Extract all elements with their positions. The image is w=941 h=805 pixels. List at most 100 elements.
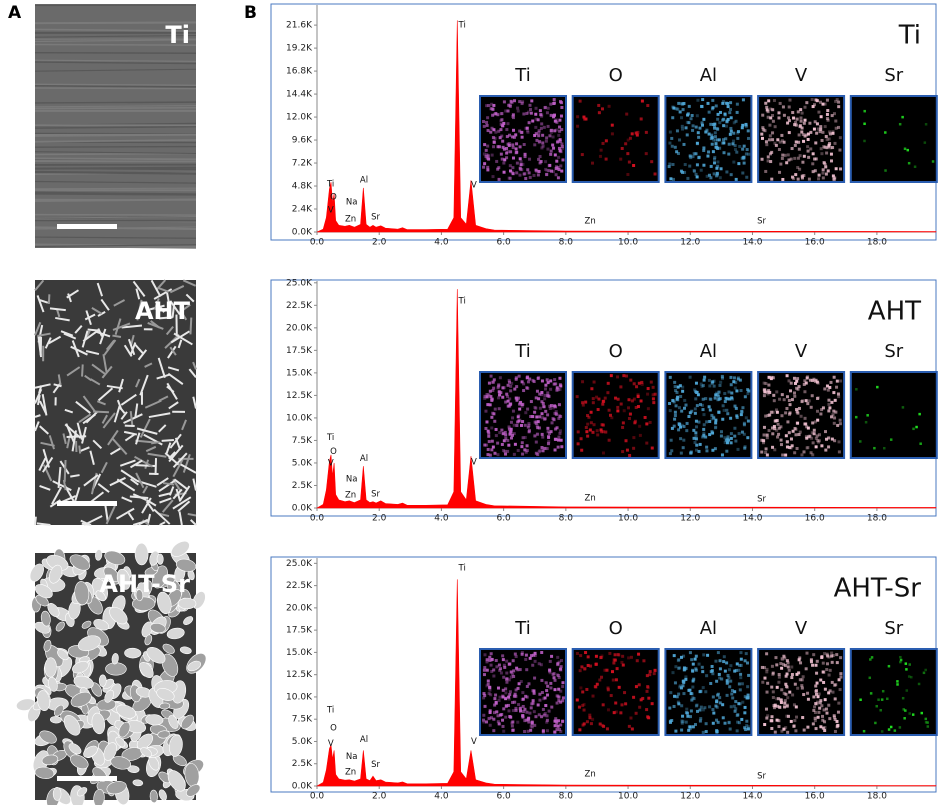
- texture: [116, 478, 136, 492]
- map-pixel: [675, 150, 679, 154]
- map-pixel: [733, 434, 737, 438]
- map-pixel: [545, 168, 549, 172]
- map-pixel: [802, 154, 806, 158]
- map-pixel: [794, 140, 798, 144]
- texture: [78, 445, 82, 454]
- map-pixel: [508, 164, 512, 168]
- map-pixel: [854, 415, 858, 419]
- map-pixel: [815, 434, 819, 438]
- map-pixel: [694, 397, 698, 401]
- map-pixel: [705, 128, 709, 132]
- map-pixel: [735, 415, 739, 419]
- texture: [172, 452, 188, 469]
- map-pixel: [560, 144, 564, 148]
- texture: [167, 372, 184, 385]
- map-pixel: [494, 130, 498, 134]
- map-pixel: [836, 710, 840, 714]
- map-pixel: [547, 440, 551, 444]
- map-pixel: [528, 711, 532, 715]
- texture: [138, 518, 149, 526]
- map-pixel: [701, 670, 705, 674]
- map-pixel: [531, 699, 535, 703]
- x-tick-label: 2.0: [372, 238, 387, 248]
- map-pixel: [816, 440, 820, 444]
- map-pixel: [742, 144, 746, 148]
- texture: [169, 300, 181, 316]
- map-pixel: [827, 143, 831, 147]
- map-pixel: [809, 658, 813, 662]
- y-tick-label: 7.2K: [292, 159, 313, 169]
- map-pixel: [728, 685, 732, 689]
- map-pixel: [701, 435, 705, 439]
- map-pixel: [785, 161, 789, 165]
- map-pixel: [526, 375, 530, 379]
- map-pixel: [731, 696, 735, 700]
- map-pixel: [531, 663, 535, 667]
- map-pixel: [785, 374, 789, 378]
- texture: [85, 350, 100, 356]
- texture: [34, 101, 197, 104]
- texture: [121, 324, 143, 329]
- map-pixel: [901, 696, 905, 700]
- map-pixel: [812, 127, 816, 131]
- map-pixel: [807, 177, 811, 181]
- map-pixel: [557, 438, 561, 442]
- map-pixel: [485, 668, 489, 672]
- texture: [34, 192, 197, 196]
- texture: [34, 59, 197, 62]
- map-pixel: [839, 675, 843, 679]
- map-pixel: [558, 118, 562, 122]
- map-label: V: [795, 341, 808, 362]
- map-pixel: [806, 149, 810, 153]
- map-pixel: [530, 720, 534, 724]
- map-pixel: [547, 431, 551, 435]
- map-pixel: [763, 390, 767, 394]
- map-pixel: [599, 428, 603, 432]
- map-pixel: [646, 392, 650, 396]
- map-pixel: [486, 165, 490, 169]
- map-pixel: [682, 438, 686, 442]
- map-pixel: [551, 135, 555, 139]
- map-pixel: [777, 116, 781, 120]
- map-pixel: [676, 107, 680, 111]
- map-pixel: [484, 154, 488, 158]
- map-pixel: [634, 711, 638, 715]
- map-pixel: [819, 127, 823, 131]
- map-pixel: [518, 145, 522, 149]
- map-pixel: [729, 664, 733, 668]
- map-pixel: [555, 128, 559, 132]
- map-pixel: [580, 153, 584, 157]
- map-pixel: [813, 157, 817, 161]
- map-pixel: [606, 708, 610, 712]
- map-pixel: [549, 130, 553, 134]
- map-pixel: [764, 414, 768, 418]
- map-pixel: [729, 126, 733, 130]
- map-pixel: [801, 716, 805, 720]
- map-pixel: [728, 111, 732, 115]
- map-pixel: [593, 685, 597, 689]
- map-pixel: [532, 689, 536, 693]
- map-pixel: [685, 707, 689, 711]
- map-pixel: [875, 704, 878, 708]
- map-pixel: [514, 151, 518, 155]
- map-pixel: [777, 719, 781, 723]
- map-pixel: [612, 658, 616, 662]
- map-pixel: [497, 722, 501, 726]
- map-pixel: [507, 709, 511, 713]
- map-pixel: [634, 405, 638, 409]
- map-pixel: [725, 693, 729, 697]
- map-pixel: [673, 385, 677, 389]
- map-pixel: [801, 132, 805, 136]
- map-pixel: [828, 142, 832, 146]
- map-pixel: [710, 142, 714, 146]
- map-pixel: [499, 112, 503, 116]
- map-pixel: [742, 432, 746, 436]
- texture: [110, 756, 132, 770]
- map-pixel: [702, 148, 706, 152]
- map-pixel: [814, 702, 818, 706]
- map-pixel: [489, 663, 493, 667]
- map-pixel: [692, 169, 696, 173]
- map-pixel: [740, 156, 744, 160]
- map-pixel: [694, 434, 698, 438]
- map-pixel: [828, 668, 832, 672]
